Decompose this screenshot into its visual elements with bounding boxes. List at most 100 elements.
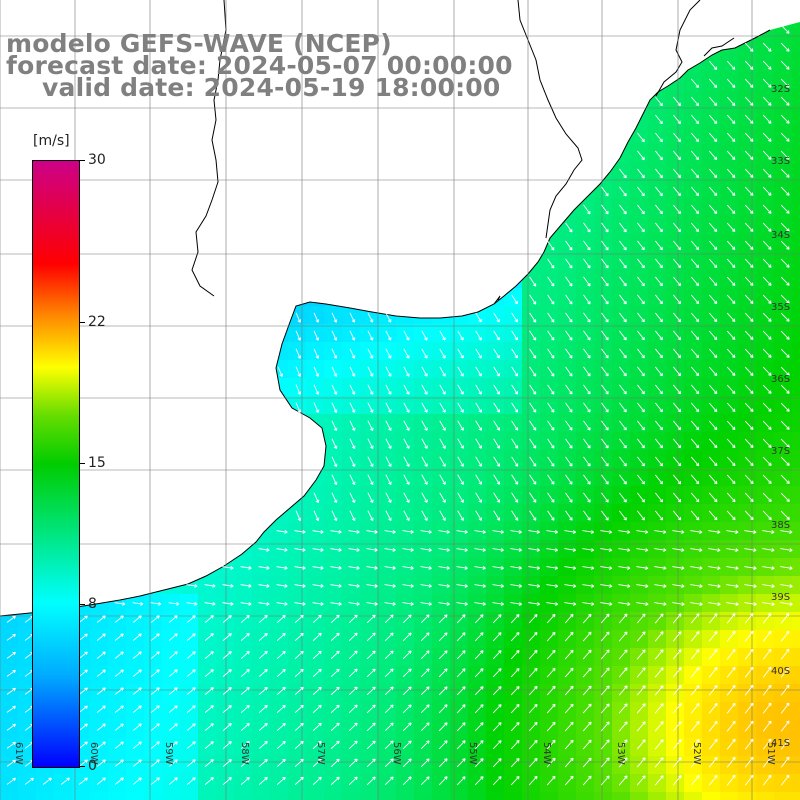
latitude-label: 41S: [771, 738, 791, 749]
wind-arrow: [78, 777, 88, 785]
wind-arrow: [636, 602, 649, 606]
wind-arrow: [708, 276, 718, 287]
wind-arrow: [565, 366, 573, 377]
wind-arrow: [762, 666, 772, 678]
wind-arrow: [132, 759, 142, 767]
field-cell: [792, 126, 800, 145]
wind-arrow: [655, 96, 663, 107]
wind-arrow: [402, 686, 412, 696]
wind-arrow: [780, 666, 790, 678]
wind-arrow: [312, 686, 322, 696]
wind-arrow: [762, 348, 772, 358]
wind-arrow: [636, 566, 649, 570]
coastline: [0, 0, 771, 617]
wind-arrow: [313, 384, 320, 395]
wind-arrow: [312, 758, 322, 768]
wind-arrow: [583, 420, 591, 431]
wind-arrow: [168, 723, 178, 731]
wind-arrow: [420, 650, 430, 660]
wind-arrow: [493, 456, 501, 467]
wind-arrow: [726, 648, 736, 660]
wind-arrow: [313, 330, 320, 341]
wind-arrow: [708, 613, 718, 624]
wind-arrow: [744, 756, 754, 768]
wind-arrow: [348, 740, 358, 750]
wind-arrow: [636, 721, 646, 732]
wind-arrow: [780, 330, 790, 340]
wind-arrow: [726, 132, 736, 142]
wind-arrow: [762, 96, 772, 106]
wind-arrow: [690, 584, 703, 588]
wind-arrow: [276, 632, 286, 642]
wind-arrow: [619, 330, 627, 341]
wind-arrow: [510, 530, 522, 534]
wind-arrow: [294, 614, 304, 624]
field-cell: [792, 198, 800, 217]
wind-arrow: [601, 240, 609, 251]
wind-arrow: [402, 776, 412, 786]
wind-arrow: [511, 330, 518, 341]
wind-arrow: [402, 704, 412, 714]
wind-arrow: [349, 438, 356, 450]
wind-arrow: [276, 776, 286, 786]
field-cell: [486, 792, 505, 800]
wind-arrow: [726, 438, 736, 449]
wind-arrow: [654, 757, 664, 768]
wind-arrow: [565, 438, 573, 449]
wind-arrow: [546, 602, 559, 606]
wind-arrow: [258, 776, 268, 786]
wind-arrow: [744, 222, 754, 232]
wind-arrow: [726, 276, 736, 286]
wind-arrow: [546, 703, 556, 714]
field-cell: [576, 792, 595, 800]
wind-arrow: [619, 438, 627, 449]
wind-arrow: [601, 402, 609, 413]
field-cell: [792, 720, 800, 739]
wind-arrow: [474, 776, 484, 786]
wind-arrow: [150, 615, 160, 623]
longitude-label: 52W: [691, 742, 702, 765]
wind-arrow: [186, 777, 196, 785]
wind-arrow: [655, 114, 663, 125]
wind-arrow: [295, 348, 302, 359]
wind-arrow: [276, 565, 288, 570]
wind-arrow: [456, 668, 466, 678]
wind-arrow: [529, 474, 537, 485]
wind-arrow: [619, 384, 627, 395]
wind-arrow: [403, 348, 410, 359]
wind-arrow: [672, 584, 685, 588]
longitude-label: 61W: [13, 742, 24, 765]
wind-arrow: [618, 667, 628, 678]
wind-arrow: [186, 615, 196, 623]
wind-arrow: [276, 650, 286, 660]
wind-arrow: [313, 402, 320, 413]
wind-arrow: [618, 739, 628, 750]
wind-arrow: [511, 402, 519, 413]
wind-arrow: [600, 530, 613, 534]
wind-arrow: [564, 530, 577, 534]
wind-arrow: [384, 776, 394, 786]
wind-arrow: [529, 510, 537, 521]
wind-arrow: [294, 602, 306, 606]
field-cell: [792, 630, 800, 649]
wind-arrow: [619, 492, 627, 503]
wind-arrow: [438, 722, 448, 732]
wind-arrow: [240, 704, 250, 714]
wind-arrow: [258, 632, 268, 642]
wind-arrow: [762, 312, 772, 322]
wind-arrow: [547, 294, 555, 305]
wind-arrow: [726, 530, 739, 534]
wind-arrow: [564, 667, 574, 678]
wind-arrow: [204, 777, 214, 785]
wind-arrow: [637, 312, 645, 323]
wind-arrow: [96, 777, 106, 785]
wind-arrow: [475, 330, 482, 341]
wind-arrow: [492, 776, 502, 786]
wind-arrow: [672, 402, 682, 413]
wind-arrow: [744, 402, 754, 412]
wind-arrow: [421, 474, 428, 485]
wind-arrow: [654, 530, 667, 534]
field-cell: [198, 792, 217, 800]
wind-arrow: [583, 312, 591, 323]
wind-arrow: [672, 566, 685, 570]
